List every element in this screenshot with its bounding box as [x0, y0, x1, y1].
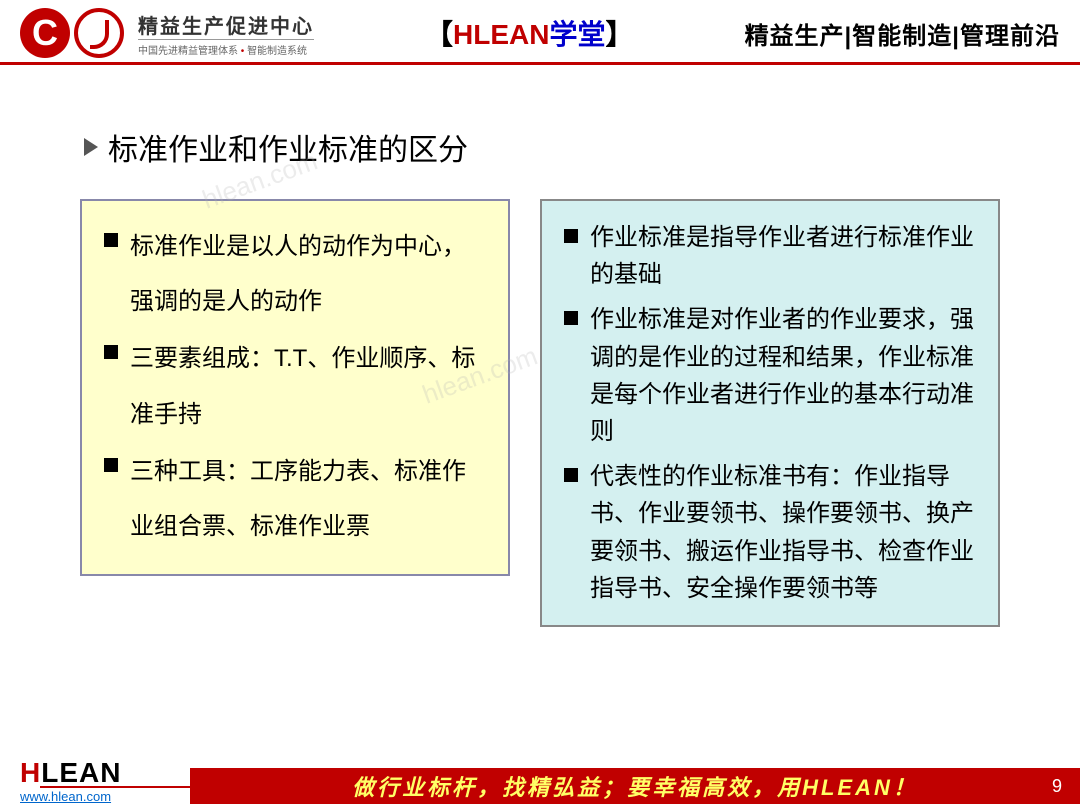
slide-footer: HLEAN www.hlean.com 做行业标杆，找精弘益；要幸福高效，用HL… [0, 762, 1080, 810]
logo-ring-icon [74, 8, 124, 58]
list-item: 代表性的作业标准书有：作业指导书、作业要领书、操作要领书、换产要领书、搬运作业指… [564, 458, 976, 607]
slide-header: C 精益生产促进中心 中国先进精益管理体系 • 智能制造系统 【HLEAN学堂】… [0, 0, 1080, 65]
logo-group: C 精益生产促进中心 中国先进精益管理体系 • 智能制造系统 [20, 8, 314, 58]
list-item: 三种工具：工序能力表、标准作业组合票、标准作业票 [104, 444, 486, 554]
footer-brand: HLEAN [20, 757, 121, 789]
square-bullet-icon [104, 345, 118, 359]
footer-url: www.hlean.com [20, 789, 121, 804]
brand-text: 精益生产促进中心 中国先进精益管理体系 • 智能制造系统 [138, 10, 314, 57]
header-right-text: 精益生产|智能制造|管理前沿 [745, 16, 1060, 51]
slide-content: 标准作业和作业标准的区分 标准作业是以人的动作为中心，强调的是人的动作 三要素组… [0, 65, 1080, 647]
square-bullet-icon [564, 229, 578, 243]
list-item: 作业标准是对作业者的作业要求，强调的是作业的过程和结果，作业标准是每个作业者进行… [564, 301, 976, 450]
footer-slogan: 做行业标杆，找精弘益；要幸福高效，用HLEAN！ [352, 770, 918, 802]
section-title: 标准作业和作业标准的区分 [80, 125, 1000, 169]
right-box: 作业标准是指导作业者进行标准作业的基础 作业标准是对作业者的作业要求，强调的是作… [540, 199, 1000, 627]
brand-title: 精益生产促进中心 [138, 10, 314, 39]
square-bullet-icon [104, 458, 118, 472]
left-box: 标准作业是以人的动作为中心，强调的是人的动作 三要素组成：T.T、作业顺序、标准… [80, 199, 510, 576]
footer-bar: 做行业标杆，找精弘益；要幸福高效，用HLEAN！ 9 [190, 768, 1080, 804]
arrow-bullet-icon [84, 138, 98, 156]
list-item: 三要素组成：T.T、作业顺序、标准手持 [104, 331, 486, 441]
square-bullet-icon [564, 468, 578, 482]
header-center: 【HLEAN学堂】 [314, 13, 745, 53]
logo-c-icon: C [20, 8, 70, 58]
square-bullet-icon [104, 233, 118, 247]
list-item: 作业标准是指导作业者进行标准作业的基础 [564, 219, 976, 293]
list-item: 标准作业是以人的动作为中心，强调的是人的动作 [104, 219, 486, 329]
comparison-boxes: 标准作业是以人的动作为中心，强调的是人的动作 三要素组成：T.T、作业顺序、标准… [80, 199, 1000, 627]
brand-subtitle: 中国先进精益管理体系 • 智能制造系统 [138, 39, 314, 57]
square-bullet-icon [564, 311, 578, 325]
page-number: 9 [1052, 776, 1062, 797]
footer-logo: HLEAN www.hlean.com [20, 757, 121, 804]
